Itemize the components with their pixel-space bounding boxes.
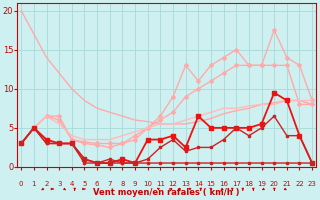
X-axis label: Vent moyen/en rafales ( km/h ): Vent moyen/en rafales ( km/h ) [93, 188, 240, 197]
